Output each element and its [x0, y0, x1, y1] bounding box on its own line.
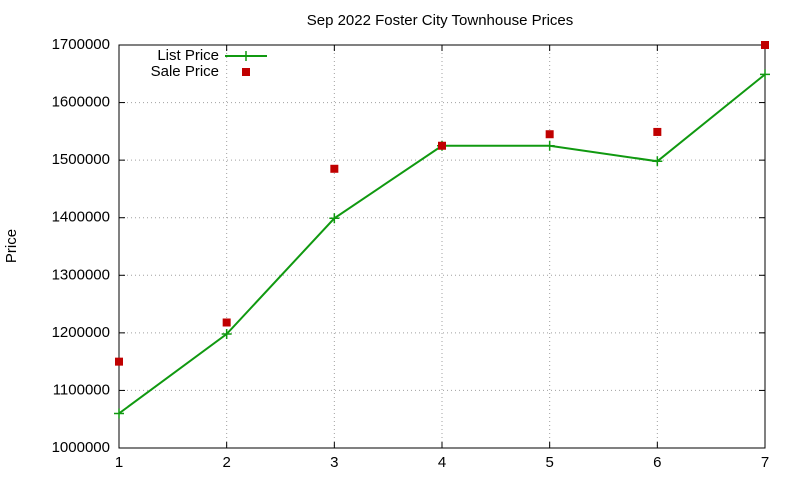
y-tick-label: 1400000 — [52, 209, 110, 226]
point — [761, 41, 769, 49]
x-tick-label: 2 — [222, 454, 230, 471]
legend-label: Sale Price — [151, 63, 219, 80]
y-tick-label: 1300000 — [52, 266, 110, 283]
point — [241, 51, 251, 61]
point — [115, 357, 123, 366]
x-tick-label: 1 — [115, 454, 123, 471]
point — [544, 140, 555, 151]
x-tick-label: 3 — [330, 454, 338, 471]
point — [329, 213, 340, 224]
chart-title: Sep 2022 Foster City Townhouse Prices — [307, 12, 574, 29]
y-tick-label: 1600000 — [52, 94, 110, 111]
point — [222, 318, 231, 327]
x-tick-label: 7 — [761, 454, 769, 471]
y-tick-label: 1100000 — [53, 381, 110, 398]
y-tick-label: 1500000 — [52, 151, 110, 168]
x-tick-label: 4 — [438, 454, 446, 471]
plot-border — [118, 44, 766, 449]
point — [438, 141, 446, 150]
point — [242, 68, 250, 76]
legend-label: List Price — [157, 47, 219, 64]
point — [760, 69, 770, 80]
y-tick-label: 1000000 — [52, 439, 110, 456]
point — [653, 127, 662, 136]
x-tick-label: 5 — [545, 454, 553, 471]
point — [652, 156, 663, 167]
point — [114, 408, 124, 419]
y-tick-label: 1700000 — [52, 36, 110, 53]
x-tick-label: 6 — [653, 454, 661, 471]
y-axis-label: Price — [3, 229, 20, 263]
point — [221, 329, 232, 340]
point — [330, 164, 339, 173]
y-tick-label: 1200000 — [52, 324, 110, 341]
point — [545, 130, 554, 139]
